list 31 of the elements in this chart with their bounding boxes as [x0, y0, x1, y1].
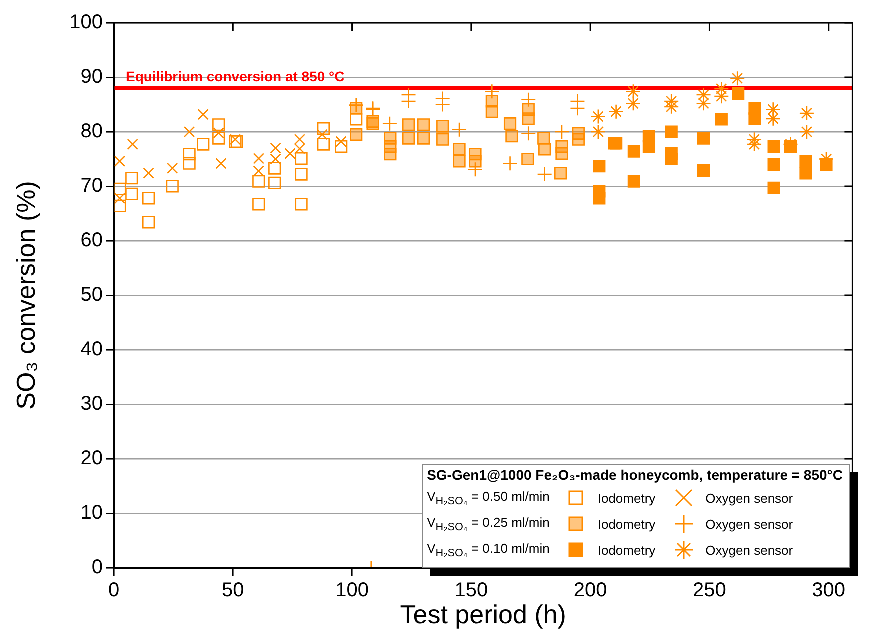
- legend-label: Iodometry: [596, 542, 657, 560]
- y-tick-label: 10: [80, 502, 103, 524]
- legend-label: Oxygen sensor: [704, 490, 794, 508]
- legend-label: Iodometry: [596, 516, 657, 534]
- legend-label: Oxygen sensor: [704, 542, 794, 560]
- legend-label: Oxygen sensor: [704, 516, 794, 534]
- y-tick-label: 100: [70, 12, 103, 34]
- legend-title: SG-Gen1@1000 Fe₂O₃-made honeycomb, temperature = 850°C: [427, 467, 843, 483]
- x-axis-title: Test period (h): [400, 600, 566, 630]
- annotation: V$_{H₂SO₄}$ = 0.10 ml/min: [427, 540, 551, 562]
- y-tick-label: 20: [80, 448, 103, 470]
- x-tick-label: 50: [222, 580, 244, 602]
- annotation: V$_{H₂SO₄}$ = 0.50 ml/min: [427, 488, 551, 510]
- y-tick-label: 40: [80, 338, 103, 361]
- y-tick-label: 90: [80, 66, 103, 88]
- y-tick-label: 80: [80, 120, 103, 143]
- ref-line-label: Equilibrium conversion at 850 °C: [126, 68, 345, 84]
- annotation: V$_{H₂SO₄}$ = 0.25 ml/min: [427, 514, 551, 536]
- y-tick-label: 70: [80, 175, 103, 198]
- legend-label: Iodometry: [596, 490, 657, 508]
- y-tick-label: 0: [92, 556, 103, 579]
- x-tick-label: 0: [108, 580, 120, 602]
- x-tick-label: 200: [574, 580, 608, 602]
- y-tick-label: 60: [80, 230, 103, 252]
- x-tick-label: 150: [454, 580, 488, 602]
- x-tick-label: 300: [812, 580, 846, 602]
- y-tick-label: 50: [80, 284, 103, 306]
- y-tick-label: 30: [80, 393, 103, 416]
- x-tick-label: 250: [693, 580, 726, 602]
- y-axis-title: SO₃ conversion (%): [10, 181, 41, 410]
- x-tick-label: 100: [336, 580, 369, 602]
